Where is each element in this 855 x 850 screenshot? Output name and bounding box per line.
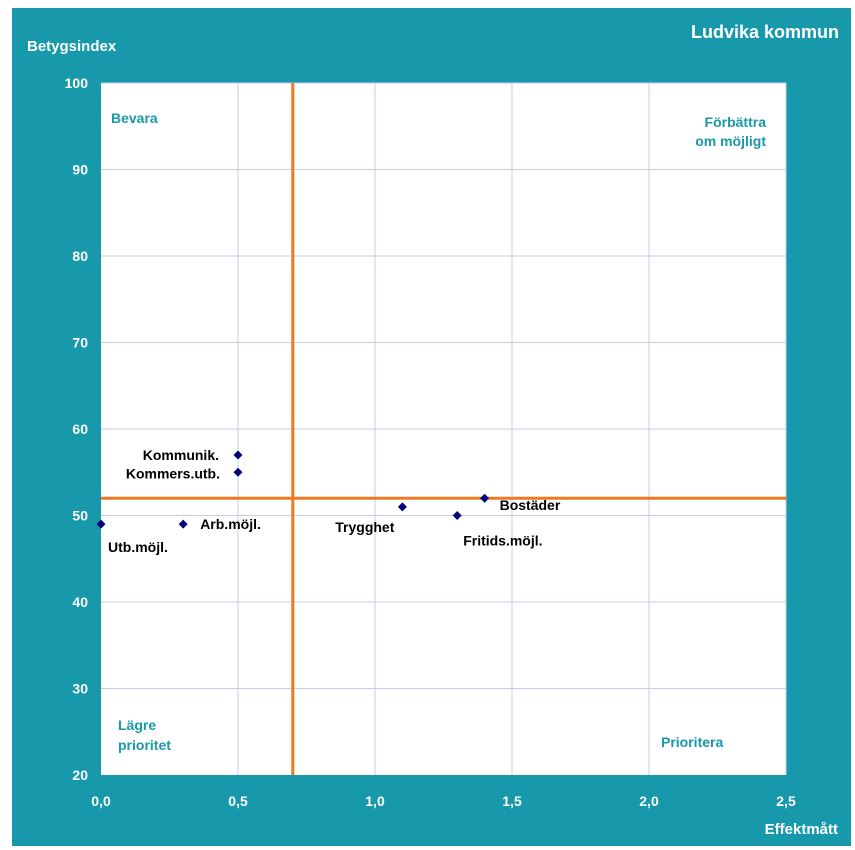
quadrant-label-top-right-line2: om möjligt: [695, 133, 766, 149]
y-tick-label: 20: [72, 767, 88, 783]
data-point: [96, 519, 106, 529]
y-tick-label: 100: [65, 75, 89, 91]
data-point: [480, 493, 490, 503]
point-labels: Kommunik. Kommers.utb. Arb.möjl. Utb.möjl. T…: [108, 447, 561, 555]
y-tick-label: 30: [72, 681, 88, 697]
data-points: [96, 450, 490, 529]
y-tick-label: 90: [72, 162, 88, 178]
x-axis-label: Effektmått: [765, 821, 838, 838]
chart-title: Ludvika kommun: [691, 22, 839, 42]
x-tick-label: 0,0: [91, 793, 111, 809]
y-tick-label: 60: [72, 421, 88, 437]
y-tick-label: 70: [72, 335, 88, 351]
scatter-chart: Ludvika kommun Betygsindex Effektmått 0,…: [27, 22, 839, 838]
data-point-label: Fritids.möjl.: [463, 533, 542, 549]
quadrant-label-bottom-right: Prioritera: [661, 734, 723, 750]
quadrant-label-top-right-line1: Förbättra: [705, 114, 767, 130]
x-tick-label: 0,5: [228, 793, 248, 809]
quadrant-label-bottom-left-line1: Lägre: [118, 717, 156, 733]
data-point-label: Utb.möjl.: [108, 539, 168, 555]
gridlines: [101, 82, 787, 775]
chart-frame: Ludvika kommun Betygsindex Effektmått 0,…: [12, 8, 851, 846]
x-tick-label: 2,5: [776, 793, 796, 809]
quadrant-labels: Bevara Förbättra om möjligt Lägre priori…: [111, 110, 766, 753]
data-point: [452, 511, 462, 520]
y-tick-label: 50: [72, 508, 88, 524]
y-axis-label: Betygsindex: [27, 38, 117, 55]
data-point: [233, 467, 243, 477]
data-point-label: Kommunik.: [143, 447, 219, 463]
data-point: [233, 450, 243, 460]
quadrant-label-top-left: Bevara: [111, 110, 158, 126]
data-point-label: Trygghet: [335, 519, 394, 535]
x-tick-label: 2,0: [639, 793, 659, 809]
y-tick-label: 40: [72, 594, 88, 610]
data-point: [178, 519, 188, 529]
data-point-label: Kommers.utb.: [126, 465, 220, 481]
data-point-label: Bostäder: [500, 497, 561, 513]
y-tick-label: 80: [72, 248, 88, 264]
x-tick-label: 1,5: [502, 793, 522, 809]
quadrant-label-bottom-left-line2: prioritet: [118, 737, 171, 753]
data-point-label: Arb.möjl.: [200, 516, 261, 532]
x-tick-label: 1,0: [365, 793, 385, 809]
reference-lines: [101, 83, 786, 775]
data-point: [397, 502, 407, 512]
axis-ticks: 0,0 0,5 1,0 1,5 2,0 2,5 20 30 40 50 60 70 80 90 100: [65, 75, 796, 809]
